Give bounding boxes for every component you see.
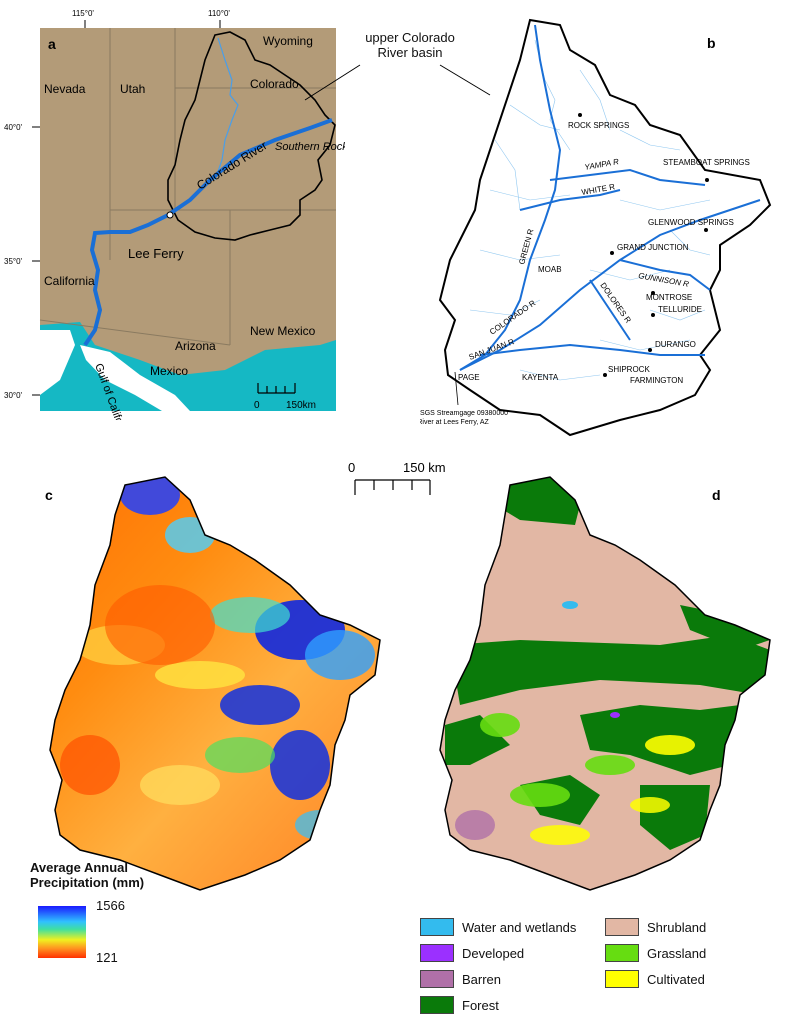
city-moab: MOAB [538,265,562,274]
city-grand-junction: GRAND JUNCTION [617,243,689,252]
lat-tick-30: 30°0' [4,391,23,400]
legend-label: Developed [462,945,525,961]
colorado-river-line [83,118,333,347]
state-nevada: Nevada [44,82,86,96]
legend-swatch [605,944,639,962]
callout-leader-lines [304,64,491,101]
panel-a-scale-min: 0 [254,400,260,411]
lon-tick-110: 110°0' [208,9,230,18]
panel-c-label: c [45,487,53,503]
city-kayenta: KAYENTA [522,373,559,382]
gunnison-river-line [619,259,711,291]
legend-swatch [605,918,639,936]
city-durango: DURANGO [655,340,696,349]
gage-line2: Colorado River at Lees Ferry, AZ [420,419,490,426]
panel-c-svg: c [45,476,381,891]
legend-label: Cultivated [647,971,705,987]
state-new-mexico: New Mexico [250,324,316,338]
city-page: PAGE [458,373,480,382]
label-lee-ferry: Lee Ferry [128,246,184,261]
basin-b-outline [438,18,772,437]
panel-c-map: c [0,465,400,905]
city-farmington: FARMINGTON [630,376,683,385]
center-scalebar: 0 150 km [348,460,446,495]
legend-item-water-and-wetlands: Water and wetlands [420,918,576,936]
legend-item-grassland: Grassland [605,944,706,962]
panel-b-label: b [707,35,716,51]
lat-tick-40: 40°0' [4,123,23,132]
legend-swatch [605,970,639,988]
lon-tick-115: 115°0' [72,9,94,18]
city-steamboat: STEAMBOAT SPRINGS [663,158,750,167]
city-rock-springs: ROCK SPRINGS [568,121,629,130]
panel-a-scale-max: 150km [286,400,316,411]
panel-d-label: d [712,487,721,503]
panel-a-label: a [48,36,56,52]
label-rocky-mountains: Southern Rocky Mountains [275,141,345,153]
state-utah: Utah [120,82,145,96]
panel-b-svg: b YAMPA R WHITE R GREEN R GUNNISON R DOL… [387,18,772,437]
panel-a-svg: 115°0' 110°0' 40°0' 35°0' 30°0' [4,9,408,444]
state-california: California [44,274,95,288]
colorado-river-b-line [459,199,761,371]
legend-item-forest: Forest [420,996,499,1014]
city-telluride: TELLURIDE [658,305,702,314]
panel-b-map: b YAMPA R WHITE R GREEN R GUNNISON R DOL… [387,10,793,450]
precip-legend-title-1: Average Annual [30,860,129,875]
panel-a-scalebar [257,383,296,394]
lee-ferry-point [166,211,174,219]
panel-d-map: d [400,465,793,905]
panel-a-map: 115°0' 110°0' 40°0' 35°0' 30°0' [0,0,408,444]
legend-item-barren: Barren [420,970,501,988]
precip-colorbar [38,906,86,958]
precip-legend-title-2: Precipitation (mm) [30,875,145,890]
baja-peninsula [80,345,190,411]
precip-raster [50,477,380,890]
main-rivers [459,24,761,371]
legend-item-cultivated: Cultivated [605,970,705,988]
precip-legend: Average Annual Precipitation (mm) 1566 1… [30,860,190,970]
legend-item-shrubland: Shrubland [605,918,706,936]
legend-swatch [420,996,454,1014]
city-shiprock: SHIPROCK [608,365,650,374]
country-mexico: Mexico [150,364,188,378]
san-juan-river-line [479,343,705,356]
ocean-area [40,322,336,411]
city-points [578,113,709,377]
yampa-river-line [549,168,706,186]
gage-line1: USGS Streamgage 09380000 [420,410,508,417]
legend-item-developed: Developed [420,944,524,962]
center-scale-max: 150 km [403,460,446,475]
city-montrose: MONTROSE [646,293,692,302]
lat-tick-35: 35°0' [4,257,23,266]
city-glenwood: GLENWOOD SPRINGS [648,218,734,227]
legend-label: Water and wetlands [462,919,577,935]
upper-basin-outline [167,31,336,241]
state-colorado: Colorado [250,77,299,91]
precip-max-label: 1566 [96,898,125,913]
legend-label: Forest [462,997,499,1013]
dolores-river-line [589,279,631,341]
legend-swatch [420,944,454,962]
legend-swatch [420,918,454,936]
legend-label: Grassland [647,945,707,961]
center-scale-min: 0 [348,460,355,475]
landcover-raster [440,477,770,890]
basin-callout: upper Colorado River basin [365,30,455,60]
precip-min-label: 121 [96,950,118,965]
legend-label: Barren [462,971,502,987]
state-wyoming: Wyoming [263,34,313,48]
legend-label: Shrubland [647,919,707,935]
legend-swatch [420,970,454,988]
state-arizona: Arizona [175,339,216,353]
green-river-line [459,24,562,371]
panel-d-svg: d [439,476,771,891]
white-river-line [519,189,621,211]
